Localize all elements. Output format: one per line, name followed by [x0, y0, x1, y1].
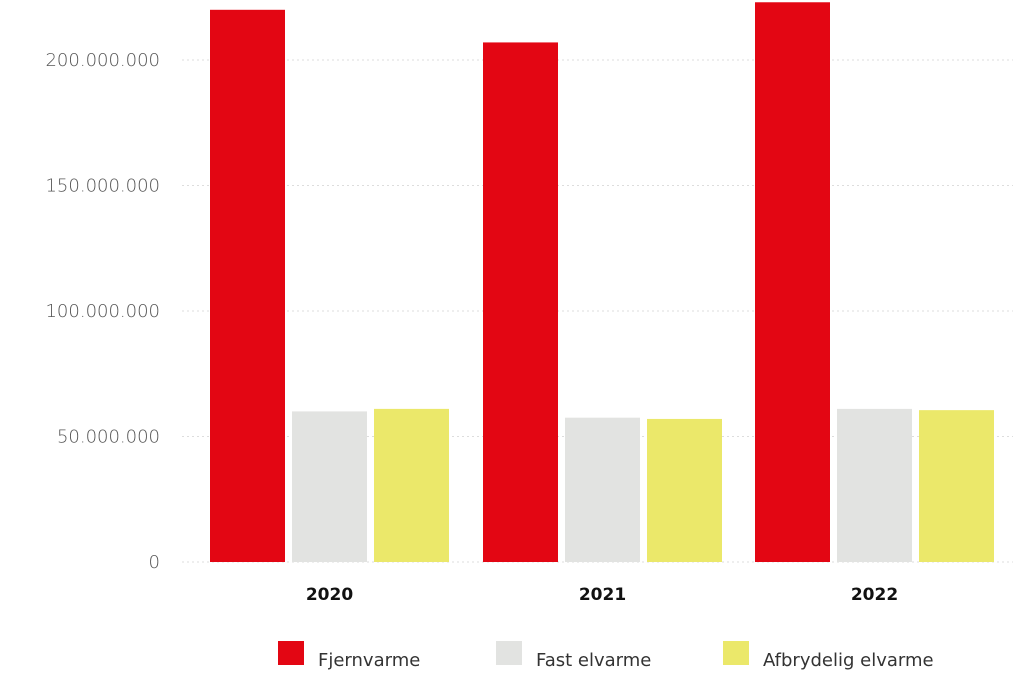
bar-2020-fjernvarme	[210, 9, 285, 563]
y-tick-label-3: 150.000.000	[45, 176, 160, 197]
y-tick-label-0: 0	[149, 552, 160, 573]
x-tick-label-2020: 2020	[306, 585, 353, 605]
bar-2022-fast-elvarme	[837, 408, 912, 562]
bar-2022-afbrydelig-elvarme	[919, 410, 994, 562]
bar-2021-afbrydelig-elvarme	[647, 418, 722, 562]
x-tick-label-2021: 2021	[579, 585, 626, 605]
x-axis-tick-labels: 2020 2021 2022	[306, 585, 898, 605]
bar-2021-fast-elvarme	[565, 417, 640, 562]
x-tick-label-2022: 2022	[851, 585, 898, 605]
legend-swatch-fast-elvarme	[496, 641, 522, 665]
legend-swatch-fjernvarme	[278, 641, 304, 665]
y-tick-label-1: 50.000.000	[57, 427, 160, 448]
bar-2020-afbrydelig-elvarme	[374, 408, 449, 562]
legend-label-fast-elvarme: Fast elvarme	[536, 650, 651, 671]
legend-label-afbrydelig-elvarme: Afbrydelig elvarme	[763, 650, 934, 671]
y-tick-label-2: 100.000.000	[45, 301, 160, 322]
bar-2020-fast-elvarme	[292, 411, 367, 562]
legend-label-fjernvarme: Fjernvarme	[318, 650, 420, 671]
y-axis-tick-labels: 0 50.000.000 100.000.000 150.000.000 200.000…	[45, 50, 160, 573]
legend: Fjernvarme Fast elvarme Afbrydelig elvarme	[278, 641, 934, 671]
y-tick-label-4: 200.000.000	[45, 50, 160, 71]
bar-2021-fjernvarme	[483, 42, 558, 563]
bar-2022-fjernvarme	[755, 2, 830, 562]
legend-swatch-afbrydelig-elvarme	[723, 641, 749, 665]
bars	[210, 2, 994, 563]
